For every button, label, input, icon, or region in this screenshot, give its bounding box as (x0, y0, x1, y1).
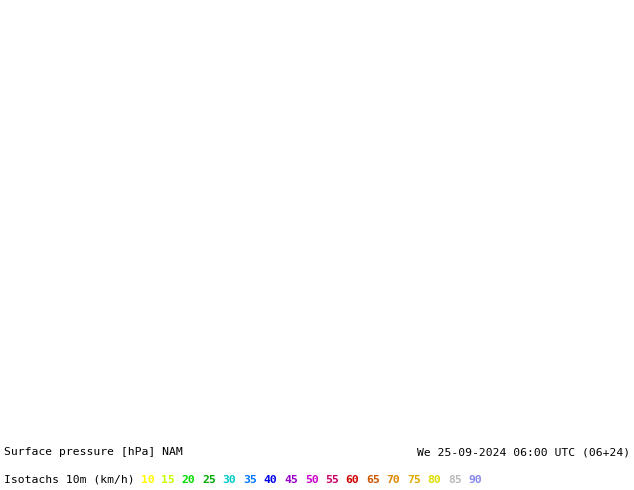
Text: 60: 60 (346, 475, 359, 485)
Text: 70: 70 (387, 475, 401, 485)
Text: Isotachs 10m (km/h): Isotachs 10m (km/h) (4, 475, 141, 485)
Text: 15: 15 (161, 475, 175, 485)
Text: Surface pressure [hPa] NAM: Surface pressure [hPa] NAM (4, 447, 183, 457)
Text: 80: 80 (428, 475, 441, 485)
Text: 55: 55 (325, 475, 339, 485)
Text: 75: 75 (407, 475, 421, 485)
Text: 35: 35 (243, 475, 257, 485)
Text: 65: 65 (366, 475, 380, 485)
Text: 85: 85 (448, 475, 462, 485)
Text: 50: 50 (305, 475, 318, 485)
Text: 40: 40 (264, 475, 278, 485)
Text: 45: 45 (284, 475, 298, 485)
Text: We 25-09-2024 06:00 UTC (06+24): We 25-09-2024 06:00 UTC (06+24) (417, 447, 630, 457)
Text: 30: 30 (223, 475, 236, 485)
Text: 20: 20 (182, 475, 195, 485)
Text: 25: 25 (202, 475, 216, 485)
Text: 10: 10 (141, 475, 155, 485)
Text: 90: 90 (469, 475, 482, 485)
